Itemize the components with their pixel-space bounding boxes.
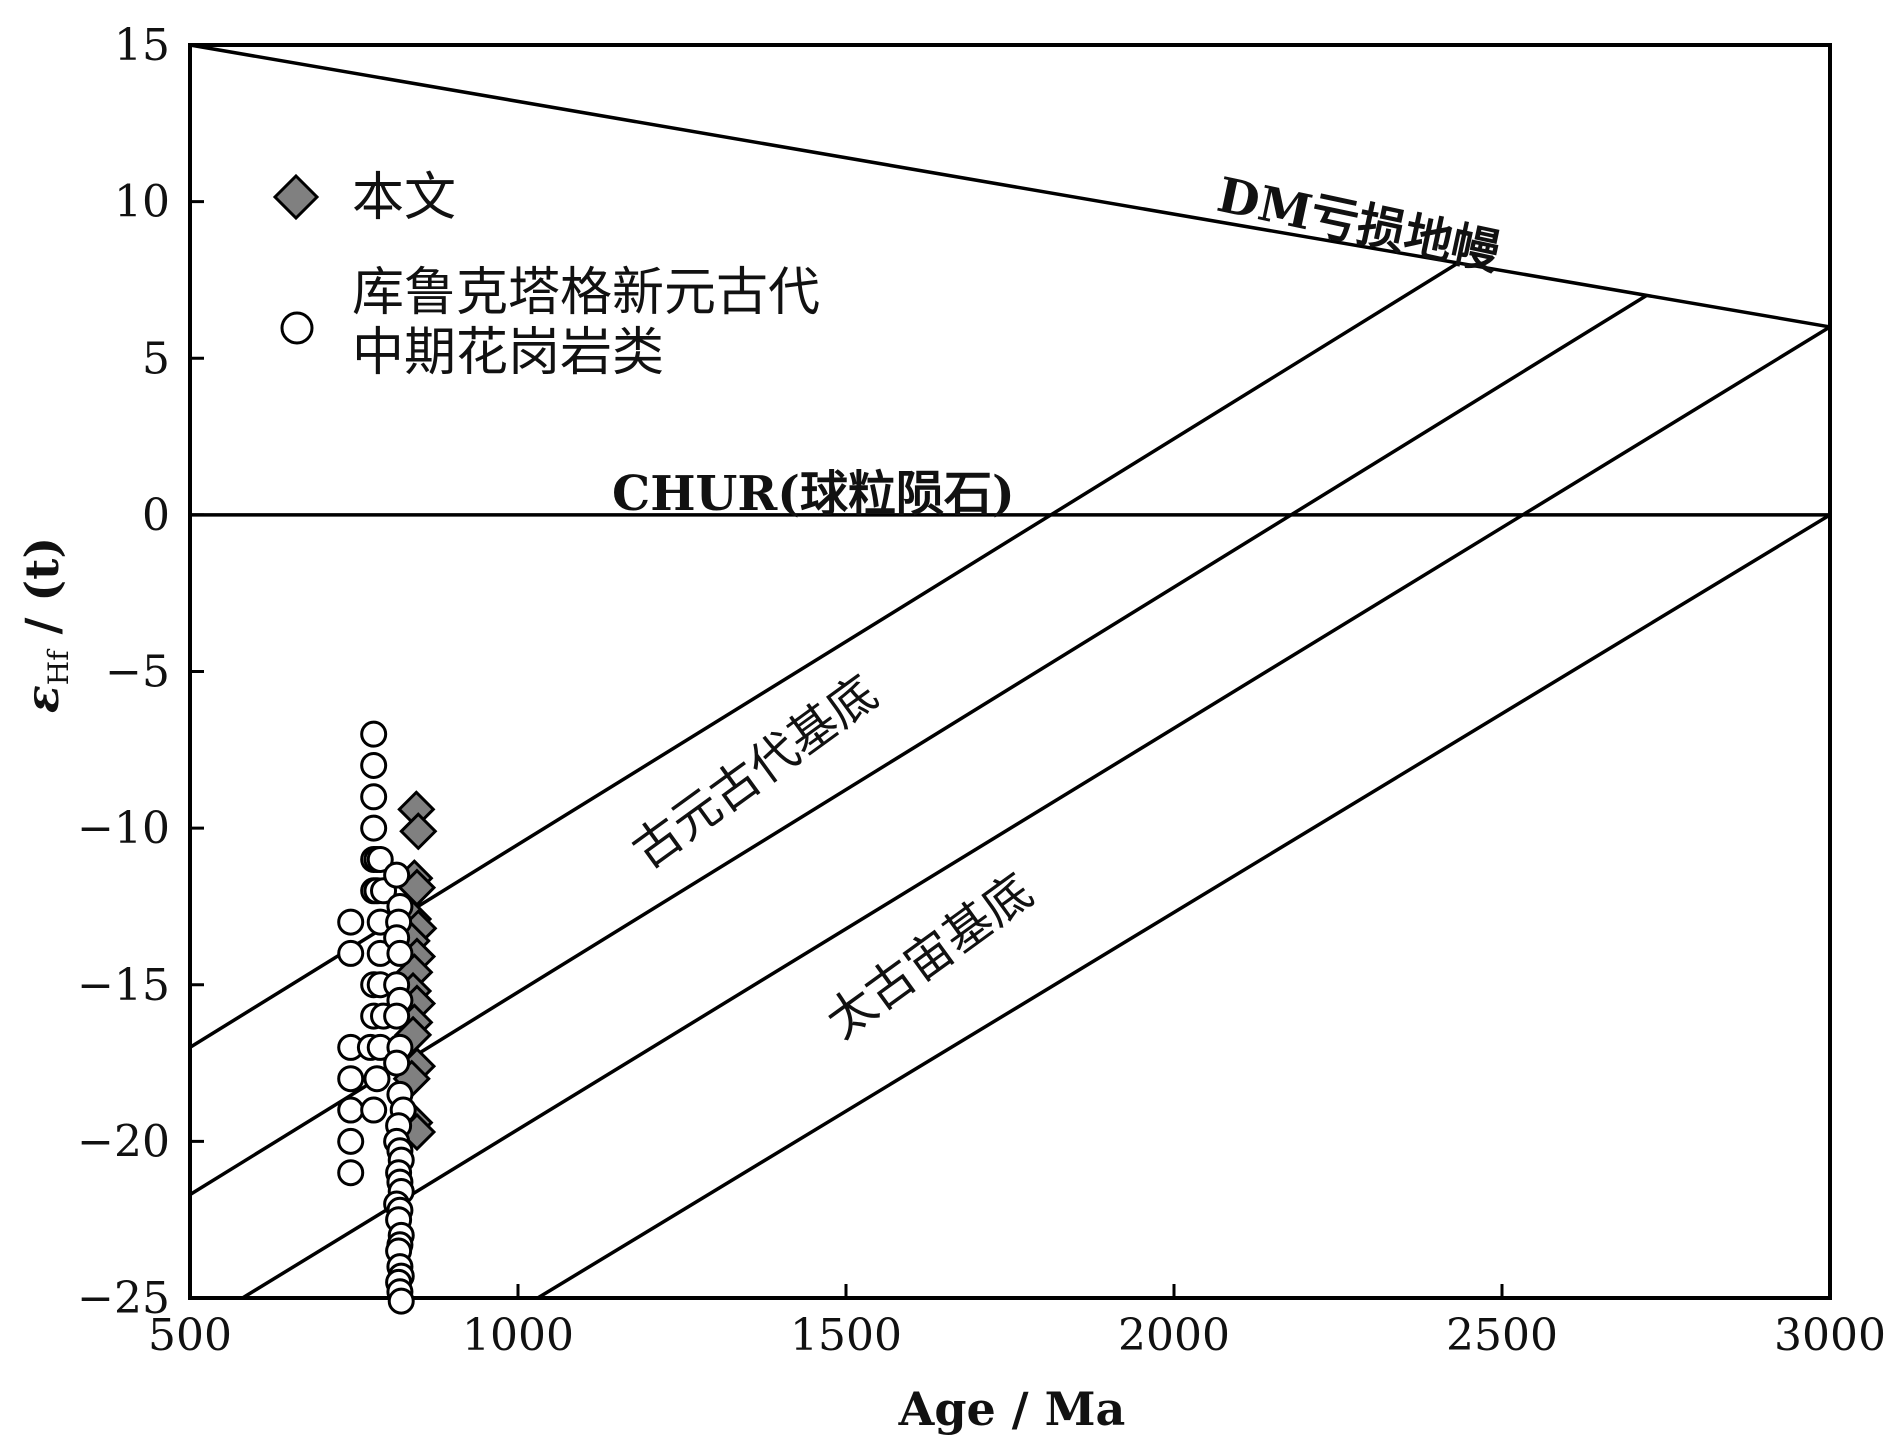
axis-ticks: 500 1000 1500 2000 2500 3000 15 10 5 0 −5 −10 −15 −20…	[77, 20, 1886, 1361]
data-point-diamond	[399, 812, 438, 851]
y-tick-label: 10	[114, 177, 170, 228]
data-point-circle	[383, 861, 411, 889]
y-tick-label: −15	[77, 960, 170, 1011]
data-point-circle	[337, 1065, 365, 1093]
data-point-circle	[360, 720, 388, 748]
y-axis-title: εHf / (t)	[15, 537, 75, 713]
x-tick-label: 2500	[1446, 1310, 1558, 1361]
data-point-circle	[387, 1287, 415, 1315]
y-tick-label: 15	[114, 20, 170, 71]
y-axis-title-subscript: Hf	[42, 648, 75, 685]
x-tick-label: 3000	[1774, 1310, 1886, 1361]
data-point-circle	[337, 908, 365, 936]
y-tick-label: −25	[77, 1273, 170, 1324]
legend-item-this-study: 本文	[352, 168, 456, 228]
data-point-circle	[360, 783, 388, 811]
data-point-circle	[337, 1127, 365, 1155]
data-point-circle	[360, 814, 388, 842]
y-tick-label: 0	[142, 490, 170, 541]
data-point-circle	[360, 1096, 388, 1124]
x-axis-title: Age / Ma	[898, 1382, 1126, 1436]
reference-line-crust-3	[241, 325, 1831, 1300]
data-marks	[337, 720, 438, 1315]
y-tick-label: −20	[77, 1116, 170, 1167]
data-point-circle	[383, 1002, 411, 1030]
data-point-circle	[360, 751, 388, 779]
chur-line-label: CHUR(球粒陨石)	[612, 466, 1015, 522]
x-tick-label: 2000	[1118, 1310, 1230, 1361]
data-point-circle	[386, 939, 414, 967]
legend-item-kuruktag-line2: 中期花岗岩类	[352, 323, 664, 383]
plot-frame	[188, 43, 1832, 1300]
legend-diamond-marker	[272, 173, 320, 221]
y-axis-title-main: ε	[15, 685, 69, 713]
y-tick-label: 5	[142, 333, 170, 384]
archean-basement-label: 太古宙基底	[816, 863, 1043, 1049]
legend: 本文 库鲁克塔格新元古代 中期花岗岩类	[272, 168, 820, 383]
data-point-circle	[366, 845, 394, 873]
x-tick-label: 500	[148, 1310, 232, 1361]
x-tick-label: 1000	[462, 1310, 574, 1361]
legend-item-kuruktag-line1: 库鲁克塔格新元古代	[352, 263, 820, 323]
data-point-circle	[337, 1096, 365, 1124]
legend-circle-marker	[280, 311, 314, 345]
reference-line-crust-4	[536, 513, 1831, 1300]
data-point-circle	[383, 1049, 411, 1077]
reference-line-crust-2	[189, 294, 1648, 1197]
data-point-circle	[363, 1065, 391, 1093]
data-point-circle	[337, 1159, 365, 1187]
data-point-circle	[337, 939, 365, 967]
y-tick-label: −5	[105, 647, 170, 698]
x-tick-label: 1500	[790, 1310, 902, 1361]
dm-line-label: DM亏损地幔	[1213, 167, 1505, 281]
reference-lines	[189, 43, 1831, 1300]
y-axis-title-tail: / (t)	[15, 537, 69, 651]
reference-line-dm	[189, 43, 1831, 329]
y-tick-label: −10	[77, 803, 170, 854]
